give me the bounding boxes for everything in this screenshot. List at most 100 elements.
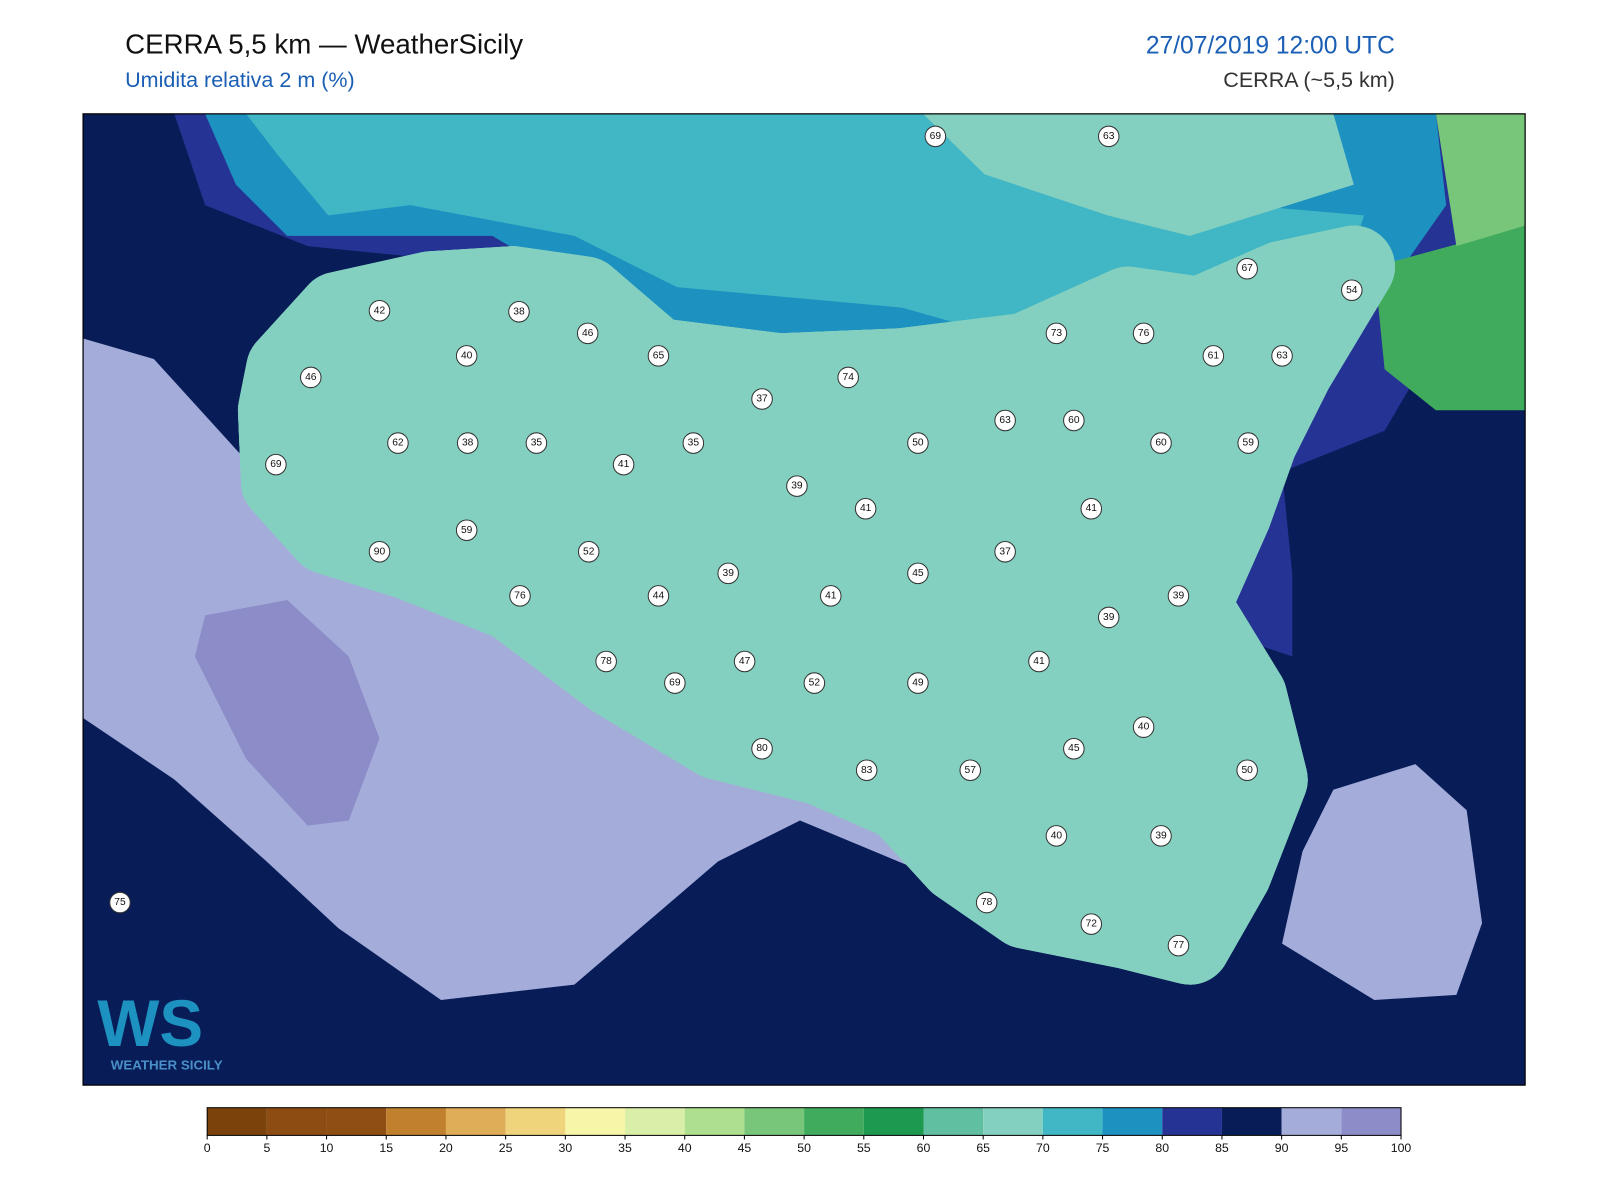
station-value: 41 [860,503,872,514]
station-value: 78 [981,897,993,908]
station-marker [1045,825,1068,847]
station-value: 35 [688,438,700,449]
station-value: 76 [514,590,526,601]
station-value: 41 [825,590,837,601]
colorbar-box [1162,1107,1222,1136]
sea-humid-east [1282,764,1483,1000]
station-marker [299,366,322,389]
station-marker [1236,257,1258,280]
colorbar-tick-label: 5 [263,1141,270,1155]
station-marker [265,453,287,476]
station: 63 [994,409,1016,432]
station: 60 [1063,409,1085,432]
station: 54 [1341,279,1363,302]
station-value: 59 [1243,438,1255,449]
station-value: 60 [1155,438,1167,449]
station-value: 90 [374,546,386,557]
colorbar-tick-label: 80 [1155,1141,1169,1155]
logo-mark: WS [97,987,203,1060]
station-value: 54 [1346,285,1358,296]
colorbar-tick-label: 50 [797,1141,811,1155]
station-marker [525,432,548,454]
subtitle: Umidita relativa 2 m (%) [125,68,355,92]
colorbar-box [1341,1107,1402,1136]
station-value: 39 [1103,612,1115,623]
colorbar-tick-label: 90 [1275,1141,1289,1155]
station-value: 62 [392,438,404,449]
colorbar-box [565,1107,626,1136]
station: 72 [1080,913,1103,935]
station-value: 78 [600,656,612,667]
station: 46 [299,366,322,389]
station-marker [577,541,600,563]
station-marker [1063,737,1085,760]
colorbar-tick-label: 55 [857,1141,871,1155]
station: 83 [855,759,878,782]
station-marker [1097,125,1120,148]
calabria-north [1435,113,1526,247]
station: 40 [1045,825,1068,847]
station-marker [733,650,756,673]
station-value: 72 [1086,919,1098,930]
station: 50 [907,432,929,454]
station: 45 [907,562,929,585]
station: 62 [387,432,409,454]
station: 47 [733,650,756,673]
station-value: 80 [756,743,768,754]
station: 65 [647,345,670,367]
station-marker [907,432,929,454]
station: 59 [1237,432,1259,454]
station-marker [664,672,686,694]
station-value: 47 [739,656,751,667]
colorbar-tick-label: 60 [917,1141,931,1155]
station: 35 [682,432,705,454]
station-value: 61 [1208,350,1220,361]
station: 75 [109,891,131,914]
colorbar-tick-label: 70 [1036,1141,1050,1155]
station: 41 [1028,650,1050,673]
colorbar-box [207,1107,267,1136]
station: 41 [1080,497,1103,520]
station-marker [456,432,479,454]
station: 41 [854,497,877,520]
station-marker [717,562,739,585]
station-value: 69 [669,678,681,689]
station-marker [907,672,929,694]
station-marker [647,345,670,367]
station: 39 [1167,585,1190,607]
colorbar-tick-label: 35 [618,1141,632,1155]
title: CERRA 5,5 km — WeatherSicily [125,28,523,59]
station-marker [509,585,531,607]
station-value: 76 [1138,328,1150,339]
station-value: 46 [582,328,594,339]
station-marker [1150,432,1172,454]
station-value: 35 [531,438,543,449]
station-marker [1132,716,1155,738]
station-value: 44 [653,590,665,601]
station-marker [803,672,826,694]
station-value: 59 [461,525,473,536]
station-marker [455,345,478,367]
station-marker [109,891,131,914]
station: 52 [577,541,600,563]
station-marker [1028,650,1050,673]
station: 57 [959,759,982,782]
station-marker [1097,606,1120,629]
station: 63 [1271,345,1293,367]
station: 69 [924,125,947,148]
station-marker [1080,913,1103,935]
station: 69 [664,672,686,694]
colorbar-box [1221,1107,1282,1136]
station-marker [1045,322,1068,345]
colorbar-tick-label: 25 [499,1141,513,1155]
station-value: 77 [1173,940,1185,951]
station: 44 [647,585,670,607]
station-value: 83 [861,765,873,776]
datetime: 27/07/2019 12:00 UTC [1146,32,1395,59]
station-marker [994,541,1016,563]
station: 76 [1132,322,1155,345]
station: 50 [1236,759,1258,782]
station-marker [1271,345,1293,367]
